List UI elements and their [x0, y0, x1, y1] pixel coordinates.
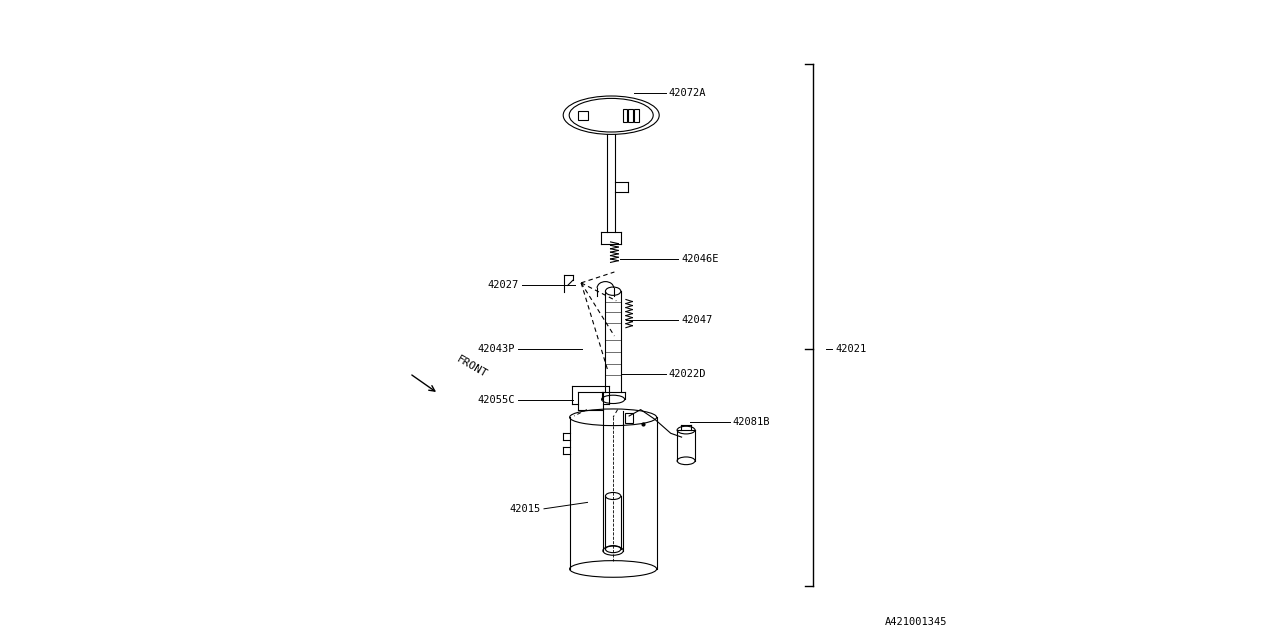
Text: 42046E: 42046E: [681, 254, 719, 264]
Text: 42027: 42027: [488, 280, 518, 290]
Text: 42072A: 42072A: [668, 88, 707, 98]
Text: 42043P: 42043P: [477, 344, 516, 354]
Text: 42055C: 42055C: [477, 395, 516, 405]
Text: 42021: 42021: [836, 344, 867, 354]
Text: 42022D: 42022D: [668, 369, 707, 380]
Text: 42081B: 42081B: [732, 417, 771, 428]
Text: A421001345: A421001345: [884, 617, 947, 627]
Text: FRONT: FRONT: [454, 354, 489, 380]
Text: 42015: 42015: [509, 504, 540, 514]
Text: 42047: 42047: [681, 315, 713, 325]
